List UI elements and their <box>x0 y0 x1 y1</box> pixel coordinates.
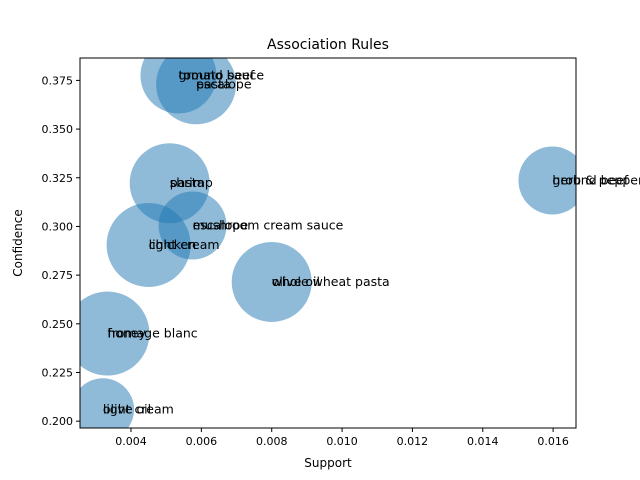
y-tick-label: 0.300 <box>42 220 74 233</box>
x-tick-label: 0.012 <box>397 435 429 448</box>
x-tick-label: 0.014 <box>467 435 499 448</box>
y-axis-label: Confidence <box>11 209 25 276</box>
point-label: light cream <box>103 402 174 417</box>
point-label: escalope <box>193 217 249 232</box>
point-label: olive oil <box>103 402 151 417</box>
point-label: mushroom cream sauce <box>193 217 344 232</box>
x-tick-label: 0.004 <box>115 435 147 448</box>
point-label: ground beef <box>178 68 255 83</box>
scatter-point <box>80 291 150 376</box>
scatter-markers <box>80 58 576 428</box>
x-tick-label: 0.006 <box>186 435 218 448</box>
y-tick-label: 0.275 <box>42 269 74 282</box>
scatter-point <box>231 241 312 322</box>
point-label: whole wheat pasta <box>272 274 390 289</box>
x-tick-label: 0.008 <box>256 435 288 448</box>
chart-title: Association Rules <box>267 37 389 53</box>
point-label: shrimp <box>170 175 213 190</box>
point-label: pasta <box>196 76 231 91</box>
scatter-point <box>106 202 191 287</box>
point-label: honey <box>107 326 146 341</box>
x-tick-label: 0.016 <box>537 435 569 448</box>
y-tick-label: 0.200 <box>42 415 74 428</box>
point-label: herb & pepper <box>552 172 640 187</box>
y-axis-ticks: 0.200 0.225 0.250 0.275 0.300 0.325 0.350 0.375 <box>42 74 80 428</box>
y-tick-label: 0.325 <box>42 172 74 185</box>
point-label: ground beef <box>552 172 629 187</box>
y-tick-label: 0.350 <box>42 123 74 136</box>
x-axis-label: Support <box>304 456 352 470</box>
point-label: escalope <box>196 76 252 91</box>
point-label: light cream <box>149 237 220 252</box>
plot-frame <box>79 57 577 429</box>
scatter-point <box>518 146 576 215</box>
point-label: tomato sauce <box>178 68 264 83</box>
y-tick-label: 0.250 <box>42 318 74 331</box>
point-label: olive oil <box>272 274 320 289</box>
point-label: chicken <box>149 237 197 252</box>
point-label: pasta <box>170 175 205 190</box>
y-tick-label: 0.225 <box>42 367 74 380</box>
scatter-point <box>156 58 237 125</box>
point-label: fromage blanc <box>107 326 197 341</box>
y-tick-label: 0.375 <box>42 74 74 87</box>
x-tick-label: 0.010 <box>326 435 358 448</box>
scatter-point <box>80 378 135 428</box>
x-axis-ticks: 0.004 0.006 0.008 0.010 0.012 0.014 0.016 <box>115 428 569 448</box>
